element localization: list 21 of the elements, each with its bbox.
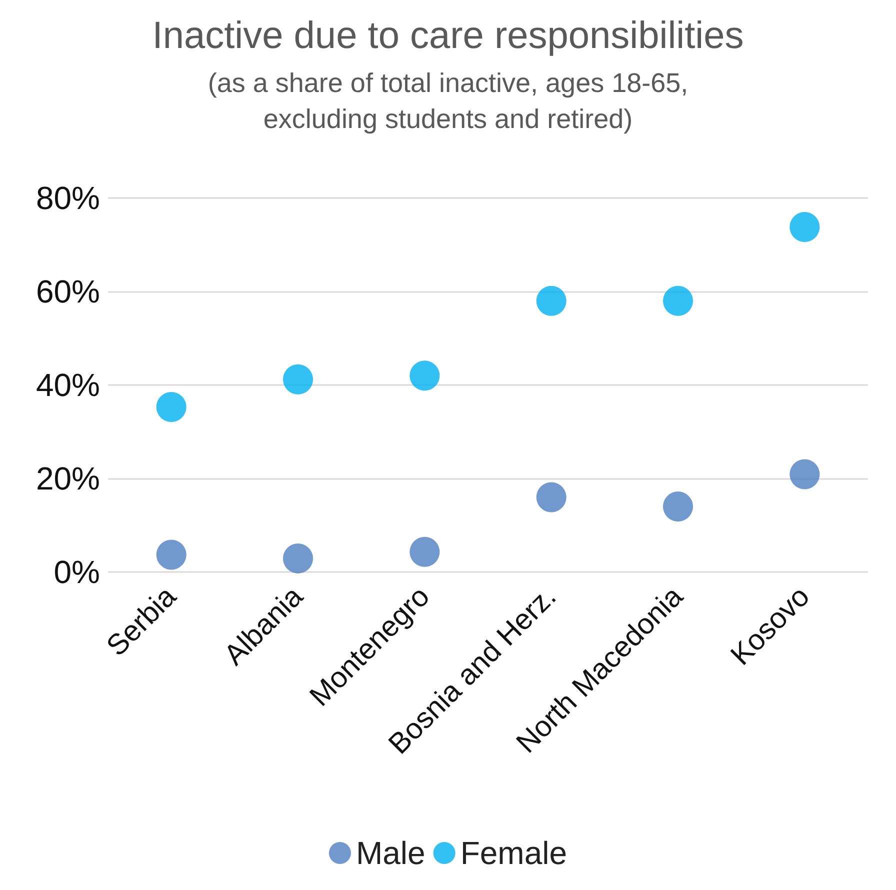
- chart-subtitle: (as a share of total inactive, ages 18-65, excluding students and retired): [208, 68, 688, 134]
- point: [536, 286, 566, 316]
- point: [283, 543, 313, 574]
- legend-label: Male: [356, 835, 426, 871]
- y-tick-label: 0%: [54, 554, 100, 590]
- point: [790, 212, 820, 242]
- point: [536, 482, 566, 512]
- y-tick-label: 20%: [36, 460, 100, 496]
- point: [156, 540, 186, 570]
- chart-title: Inactive due to care responsibilities: [152, 15, 744, 57]
- point: [283, 364, 313, 394]
- point: [156, 392, 186, 422]
- y-tick-label: 60%: [36, 274, 100, 310]
- point: [790, 459, 820, 490]
- point: [663, 492, 693, 522]
- y-tick-label: 80%: [36, 180, 100, 216]
- point: [410, 536, 440, 567]
- y-tick-label: 40%: [36, 367, 100, 403]
- point: [663, 286, 693, 316]
- point: [410, 360, 440, 391]
- legend-label: Female: [460, 835, 568, 871]
